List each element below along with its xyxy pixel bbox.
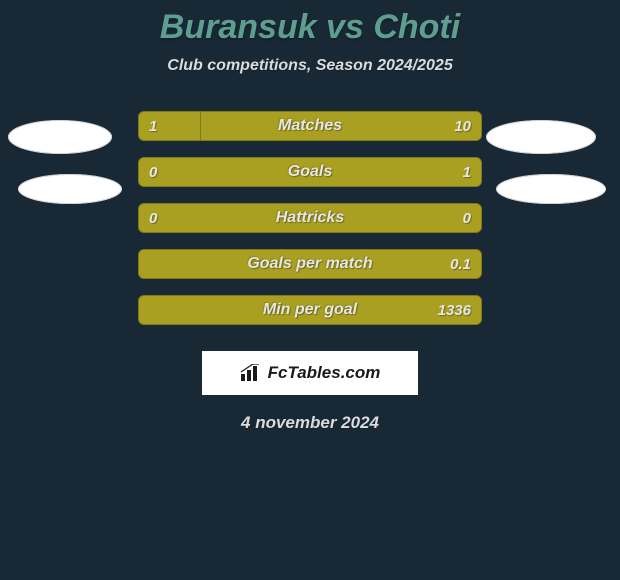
stat-bar: Min per goal1336 [138,295,482,325]
stat-row: Goals per match0.1 [0,241,620,287]
branding-text: FcTables.com [268,363,381,383]
page-title: Buransuk vs Choti [0,0,620,47]
stat-bar-right-fill [139,250,481,278]
branding-logo: FcTables.com [202,351,418,395]
subtitle: Club competitions, Season 2024/2025 [0,57,620,75]
stat-bar-right-fill [139,296,481,324]
comparison-infographic: Buransuk vs Choti Club competitions, Sea… [0,0,620,580]
stat-bar-right-fill [201,112,481,140]
stat-value-left: 0 [149,204,157,232]
stat-bar-right-fill [139,158,481,186]
stat-bar: Matches110 [138,111,482,141]
stat-bar-left-fill [139,112,201,140]
stat-row: Hattricks0 0 [0,195,620,241]
stat-row: Goals01 [0,149,620,195]
stats-area: Matches110 Goals01 Hattricks0 0 Goals per ma… [0,103,620,333]
date-text: 4 november 2024 [0,413,620,433]
stat-label: Hattricks [139,204,481,232]
stat-value-right: 0 [463,204,471,232]
stat-row: Matches110 [0,103,620,149]
stat-bar: Hattricks0 0 [138,203,482,233]
stat-bar: Goals per match0.1 [138,249,482,279]
bar-chart-icon [240,364,262,382]
stat-bar: Goals01 [138,157,482,187]
stat-row: Min per goal1336 [0,287,620,333]
